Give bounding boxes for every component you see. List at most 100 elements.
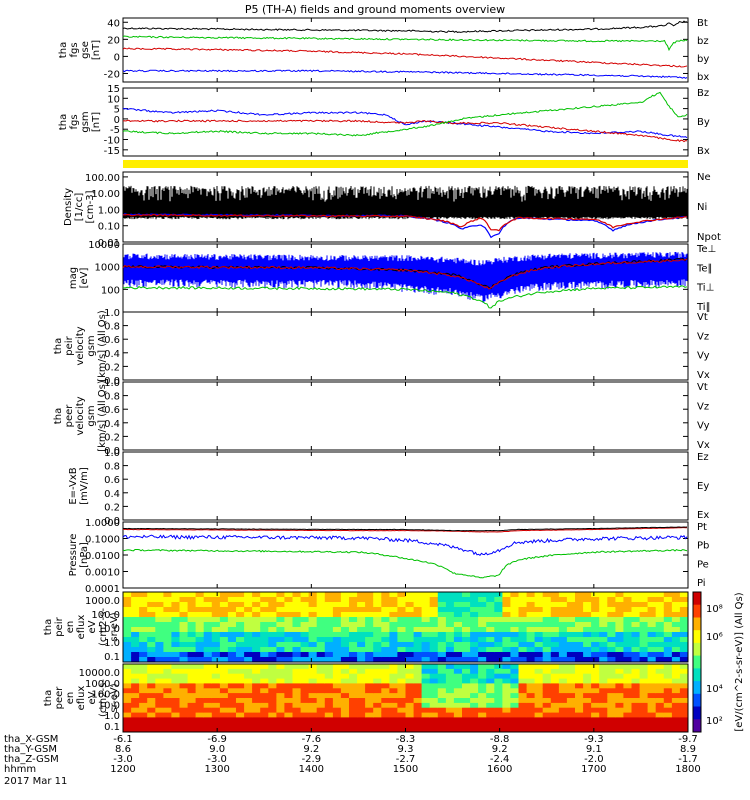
heatmap-cell xyxy=(462,647,471,653)
heatmap-cell xyxy=(203,617,213,623)
heatmap-cell xyxy=(413,647,423,653)
heatmap-cell xyxy=(227,592,237,598)
y-tick-label: 0.10 xyxy=(98,222,120,233)
heatmap-cell xyxy=(365,612,374,618)
colorbar-label: [eV/(cm^2-s-sr-eV)] (All Qs) xyxy=(734,592,745,731)
heatmap-cell xyxy=(542,668,552,675)
heatmap-cell xyxy=(349,642,358,648)
heatmap-cell xyxy=(123,683,132,689)
heatmap-cell xyxy=(550,642,560,648)
heatmap-cell xyxy=(365,698,374,704)
heatmap-cell xyxy=(437,698,447,704)
heatmap-cell xyxy=(227,717,237,723)
heatmap-cell xyxy=(147,717,156,723)
heatmap-cell xyxy=(486,688,495,694)
heatmap-cell xyxy=(219,712,229,718)
heatmap-cell xyxy=(583,668,592,675)
heatmap-cell xyxy=(308,632,318,638)
heatmap-cell xyxy=(462,668,471,675)
heatmap-cell xyxy=(244,664,253,670)
heatmap-cell xyxy=(550,592,560,598)
legend-Ex: Ex xyxy=(697,510,709,521)
heatmap-cell xyxy=(381,642,390,648)
heatmap-cell xyxy=(195,702,205,709)
heatmap-cell xyxy=(252,698,261,704)
heatmap-cell xyxy=(470,693,479,699)
heatmap-cell xyxy=(413,602,423,608)
heatmap-cell xyxy=(615,707,624,714)
y-tick-label: 5 xyxy=(114,105,120,116)
heatmap-cell xyxy=(284,607,293,613)
colorbar-segment xyxy=(693,655,701,669)
heatmap-cell xyxy=(252,597,261,603)
heatmap-cell xyxy=(502,627,511,633)
heatmap-cell xyxy=(284,632,293,638)
heatmap-cell xyxy=(663,592,673,598)
legend-Ey: Ey xyxy=(697,481,709,492)
heatmap-cell xyxy=(131,612,140,618)
heatmap-cell xyxy=(316,707,326,714)
heatmap-cell xyxy=(437,632,447,638)
series-bz xyxy=(122,47,688,68)
legend-bz: bz xyxy=(697,36,709,47)
heatmap-cell xyxy=(308,607,318,613)
heatmap-cell xyxy=(131,702,140,709)
heatmap-cell xyxy=(647,702,657,709)
y-tick-label: 0.0001 xyxy=(85,584,120,595)
heatmap-cell xyxy=(550,664,560,670)
heatmap-cell xyxy=(316,727,326,733)
heatmap-cell xyxy=(252,632,261,638)
heatmap-cell xyxy=(470,622,479,628)
heatmap-cell xyxy=(526,607,536,613)
heatmap-cell xyxy=(462,642,471,648)
heatmap-cell xyxy=(437,727,447,733)
heatmap-cell xyxy=(534,722,544,728)
heatmap-cell xyxy=(155,722,164,728)
heatmap-cell xyxy=(575,622,584,628)
heatmap-cell xyxy=(316,607,326,613)
heatmap-cell xyxy=(502,657,511,663)
heatmap-cell xyxy=(655,607,665,613)
heatmap-cell xyxy=(526,683,536,689)
heatmap-cell xyxy=(389,722,398,728)
heatmap-cell xyxy=(486,707,495,714)
heatmap-cell xyxy=(607,722,616,728)
legend-Vx: Vx xyxy=(697,370,710,381)
y-tick-label: 1.0 xyxy=(104,638,120,649)
heatmap-cell xyxy=(550,727,560,733)
heatmap-cell xyxy=(558,617,568,623)
heatmap-cell xyxy=(510,632,519,638)
heatmap-cell xyxy=(591,632,600,638)
heatmap-cell xyxy=(340,673,350,680)
heatmap-cell xyxy=(155,597,164,603)
heatmap-cell xyxy=(332,637,342,643)
heatmap-cell xyxy=(583,627,592,633)
heatmap-cell xyxy=(324,668,334,675)
heatmap-cell xyxy=(324,657,334,663)
heatmap-cell xyxy=(195,602,205,608)
y-axis-label-line: [nT] xyxy=(91,112,102,132)
heatmap-cell xyxy=(155,693,164,699)
y-tick-label: 0.0010 xyxy=(85,568,120,579)
heatmap-cell xyxy=(316,637,326,643)
heatmap-cell xyxy=(413,727,423,733)
x-axis-value: -9.3 xyxy=(584,734,604,745)
heatmap-cell xyxy=(607,642,616,648)
heatmap-cell xyxy=(558,647,568,653)
heatmap-cell xyxy=(462,612,471,618)
heatmap-cell xyxy=(365,707,374,714)
heatmap-cell xyxy=(566,707,576,714)
heatmap-cell xyxy=(171,657,180,663)
heatmap-cell xyxy=(316,722,326,728)
heatmap-cell xyxy=(284,688,293,694)
legend-bx: bx xyxy=(697,72,709,83)
heatmap-cell xyxy=(470,727,479,733)
y-axis-label-line: (cm2-s- xyxy=(98,608,109,646)
heatmap-cell xyxy=(187,597,197,603)
heatmap-cell xyxy=(647,678,657,684)
heatmap-cell xyxy=(478,698,487,704)
heatmap-cell xyxy=(292,668,302,675)
heatmap-cell xyxy=(324,712,334,718)
heatmap-cell xyxy=(308,717,318,723)
heatmap-cell xyxy=(332,627,342,633)
